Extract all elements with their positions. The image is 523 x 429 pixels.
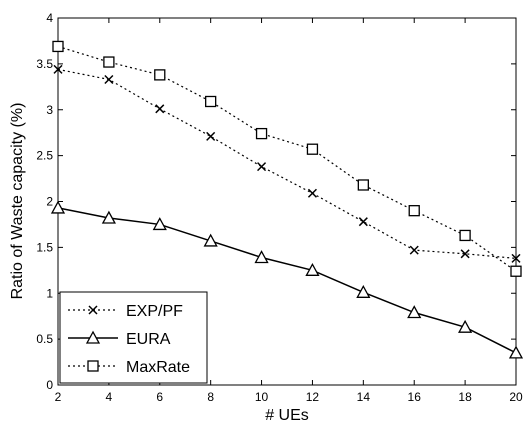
data-point-eura [305, 262, 320, 276]
data-point-eura [458, 319, 473, 333]
series-layer [50, 40, 523, 359]
x-axis-title: # UEs [265, 407, 309, 424]
data-point-eura [407, 305, 422, 319]
legend-item-eura: EURA [68, 330, 171, 348]
data-point-maxrate [510, 265, 522, 277]
x-tick-label: 18 [458, 390, 472, 404]
data-point-eura [508, 345, 523, 359]
data-point-exp-pf [206, 131, 216, 141]
x-tick-label: 20 [509, 390, 523, 404]
data-point-maxrate [52, 40, 64, 53]
series-line-eura [57, 207, 517, 354]
y-tick-label: 0.5 [36, 332, 53, 346]
legend: EXP/PF EURA MaxRate [59, 291, 208, 384]
series-line-exp-pf [57, 68, 517, 259]
legend-item-exp-pf: EXP/PF [68, 303, 183, 320]
x-tick-label: 12 [306, 390, 320, 404]
series-eura [50, 200, 523, 359]
data-point-exp-pf [511, 253, 521, 263]
data-point-maxrate [459, 229, 471, 242]
data-point-eura [356, 284, 371, 298]
x-tick-label: 2 [55, 390, 62, 404]
y-tick-label: 1 [46, 286, 53, 300]
y-tick-label: 3 [46, 103, 53, 117]
y-tick-label: 1.5 [36, 240, 53, 254]
legend-label: EXP/PF [126, 303, 183, 320]
data-point-exp-pf [53, 64, 63, 74]
data-point-maxrate [255, 127, 268, 140]
x-tick-label: 4 [106, 390, 113, 404]
y-axis-title: Ratio of Waste capacity (%) [9, 103, 26, 300]
data-point-eura [152, 217, 167, 231]
data-point-exp-pf [104, 74, 114, 85]
x-tick-label: 16 [408, 390, 422, 404]
data-point-eura [203, 233, 218, 247]
data-point-exp-pf [358, 217, 368, 227]
x-tick-label: 8 [207, 390, 214, 404]
x-tick-label: 10 [255, 390, 269, 404]
data-point-maxrate [205, 95, 217, 108]
axis-ticks: 2 4 6 8 10 12 14 16 18 20 0 0.5 1 1.5 2 2.5 3 3.5 4 [36, 11, 523, 404]
data-point-eura [101, 210, 116, 224]
y-tick-label: 2.5 [36, 149, 53, 163]
data-point-maxrate [408, 205, 420, 217]
data-point-maxrate [306, 143, 319, 155]
legend-item-maxrate: MaxRate [68, 359, 190, 376]
x-tick-label: 6 [156, 390, 163, 404]
series-exp-pf [53, 64, 521, 263]
legend-marker [88, 305, 98, 315]
data-point-eura [50, 200, 66, 214]
y-tick-label: 3.5 [36, 57, 53, 71]
data-point-exp-pf [460, 249, 470, 259]
y-tick-label: 4 [46, 11, 53, 25]
data-point-exp-pf [307, 188, 317, 198]
legend-label: EURA [126, 331, 171, 348]
y-tick-label: 0 [46, 378, 53, 392]
series-maxrate [52, 40, 522, 277]
data-point-maxrate [103, 56, 115, 68]
data-point-maxrate [154, 69, 166, 81]
legend-marker [85, 330, 101, 344]
series-line-maxrate [57, 45, 517, 272]
data-point-exp-pf [155, 104, 165, 114]
x-tick-label: 14 [357, 390, 371, 404]
legend-marker [87, 360, 99, 372]
data-point-exp-pf [257, 162, 267, 172]
data-point-maxrate [357, 179, 369, 191]
data-point-exp-pf [409, 245, 419, 255]
legend-label: MaxRate [126, 359, 190, 376]
data-point-eura [254, 250, 269, 264]
y-tick-label: 2 [46, 195, 53, 209]
